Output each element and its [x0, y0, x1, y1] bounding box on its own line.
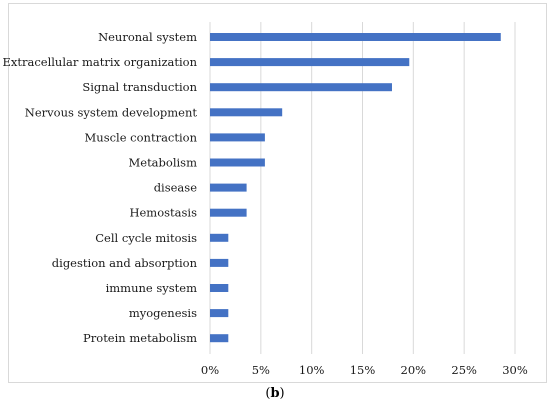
bar [210, 83, 392, 92]
bar [210, 284, 229, 292]
x-tick-label: 0% [201, 363, 219, 377]
chart-frame [8, 3, 547, 383]
x-tick-label: 30% [502, 363, 528, 377]
x-tick-label: 15% [350, 363, 376, 377]
category-label: digestion and absorption [52, 256, 198, 270]
bar [210, 33, 501, 41]
category-label: Hemostasis [129, 206, 197, 220]
bar [210, 158, 265, 167]
x-tick-label: 5% [252, 363, 270, 377]
bar [210, 183, 247, 192]
bar [210, 258, 229, 267]
bar [210, 334, 229, 343]
category-label: Protein metabolism [83, 331, 197, 345]
bar [210, 233, 229, 242]
bar [210, 58, 410, 67]
category-label: disease [154, 181, 198, 195]
x-tick-label: 10% [299, 363, 325, 377]
figure-caption: (b) [0, 386, 550, 401]
category-label: Cell cycle mitosis [95, 231, 197, 245]
category-label: myogenesis [129, 306, 197, 320]
category-label: Muscle contraction [85, 130, 198, 144]
caption-close: ) [279, 386, 285, 401]
category-label: Metabolism [128, 156, 197, 170]
x-tick-label: 20% [401, 363, 427, 377]
category-label: immune system [106, 281, 197, 295]
caption-letter: b [270, 386, 280, 401]
bar [210, 309, 229, 318]
x-tick-label: 25% [451, 363, 477, 377]
caption-open: ( [265, 386, 271, 401]
category-label: Nervous system development [25, 105, 198, 119]
category-label: Neuronal system [98, 30, 197, 44]
bar [210, 208, 247, 217]
bar [210, 108, 283, 117]
category-label: Signal transduction [82, 80, 197, 94]
bar [210, 133, 265, 142]
category-label: Extracellular matrix organization [2, 55, 197, 69]
